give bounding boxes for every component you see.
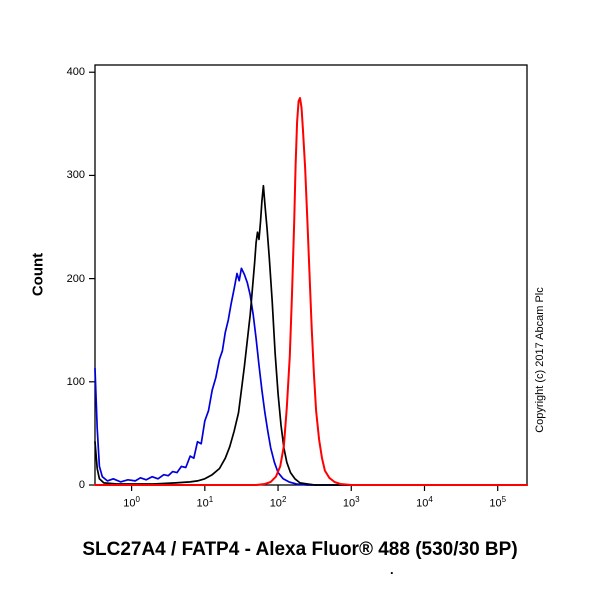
x-tick-label: 101 — [196, 495, 214, 510]
y-tick-label: 300 — [66, 169, 85, 182]
plot-frame — [94, 64, 528, 486]
x-tick-label: 104 — [416, 495, 433, 510]
black-curve — [94, 184, 528, 486]
y-tick-label: 400 — [66, 66, 85, 79]
x-tick-label: 100 — [123, 495, 140, 510]
y-tick-label: 0 — [78, 479, 85, 491]
blue-curve — [94, 267, 528, 486]
chart-title: SLC27A4 / FATP4 - Alexa Fluor® 488 (530/… — [82, 539, 518, 560]
y-axis-label: Count — [29, 252, 47, 297]
x-tick-label: 103 — [342, 495, 360, 510]
x-tick-label: 105 — [489, 495, 507, 510]
copyright-text: Copyright (c) 2017 Abcam Plc — [534, 287, 546, 433]
red-curve — [94, 97, 528, 486]
y-tick-label: 200 — [66, 272, 85, 285]
y-tick-label: 100 — [66, 375, 85, 388]
x-tick-label: 102 — [269, 495, 287, 510]
title-footnote-dot: . — [390, 562, 394, 577]
